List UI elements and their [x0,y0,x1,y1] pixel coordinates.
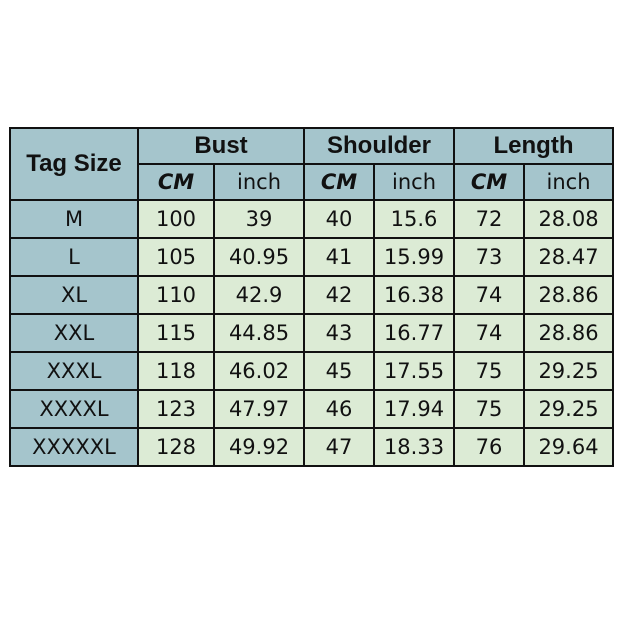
measurement-cell: 46.02 [213,351,305,391]
measurement-cell: 18.33 [373,427,455,467]
measurement-cell: 29.25 [523,351,614,391]
table-row: XL 110 42.9 42 16.38 74 28.86 [9,275,614,315]
measurement-cell: 72 [453,199,525,239]
header-unit-cm: CM [137,163,215,201]
tag-size-cell: XXL [9,313,139,353]
measurement-cell: 39 [213,199,305,239]
header-tag-size: Tag Size [9,127,139,201]
tag-size-cell: XXXL [9,351,139,391]
measurement-cell: 28.47 [523,237,614,277]
measurement-cell: 17.55 [373,351,455,391]
header-unit-cm: CM [303,163,375,201]
measurement-cell: 128 [137,427,215,467]
measurement-cell: 73 [453,237,525,277]
measurement-cell: 74 [453,313,525,353]
table-row: XXL 115 44.85 43 16.77 74 28.86 [9,313,614,353]
measurement-cell: 47.97 [213,389,305,429]
table-row: XXXXXL 128 49.92 47 18.33 76 29.64 [9,427,614,467]
measurement-cell: 123 [137,389,215,429]
tag-size-cell: M [9,199,139,239]
measurement-cell: 100 [137,199,215,239]
header-row-units: CM inch CM inch CM inch [10,163,614,201]
measurement-cell: 76 [453,427,525,467]
measurement-cell: 42 [303,275,375,315]
table-row: XXXL 118 46.02 45 17.55 75 29.25 [9,351,614,391]
header-row-groups: Tag Size Bust Shoulder Length [9,127,614,201]
measurement-cell: 110 [137,275,215,315]
measurement-cell: 75 [453,389,525,429]
measurement-cell: 49.92 [213,427,305,467]
header-shoulder: Shoulder [303,127,455,165]
measurement-cell: 29.64 [523,427,614,467]
table-row: L 105 40.95 41 15.99 73 28.47 [9,237,614,277]
measurement-cell: 74 [453,275,525,315]
measurement-cell: 42.9 [213,275,305,315]
tag-size-cell: XL [9,275,139,315]
size-chart-table: Tag Size Bust Shoulder Length CM inch CM… [9,127,614,467]
measurement-cell: 75 [453,351,525,391]
measurement-cell: 17.94 [373,389,455,429]
header-unit-inch: inch [213,163,305,201]
measurement-cell: 28.86 [523,313,614,353]
measurement-cell: 41 [303,237,375,277]
header-bust: Bust [137,127,305,165]
measurement-cell: 16.77 [373,313,455,353]
measurement-cell: 115 [137,313,215,353]
measurement-cell: 47 [303,427,375,467]
measurement-cell: 46 [303,389,375,429]
measurement-cell: 15.99 [373,237,455,277]
table-row: XXXXL 123 47.97 46 17.94 75 29.25 [9,389,614,429]
measurement-cell: 45 [303,351,375,391]
measurement-cell: 43 [303,313,375,353]
tag-size-cell: XXXXXL [9,427,139,467]
measurement-cell: 118 [137,351,215,391]
header-length: Length [453,127,614,165]
measurement-cell: 44.85 [213,313,305,353]
tag-size-cell: L [9,237,139,277]
measurement-cell: 28.86 [523,275,614,315]
tag-size-cell: XXXXL [9,389,139,429]
measurement-cell: 15.6 [373,199,455,239]
header-unit-inch: inch [523,163,614,201]
measurement-cell: 40.95 [213,237,305,277]
header-unit-inch: inch [373,163,455,201]
measurement-cell: 28.08 [523,199,614,239]
table-row: M 100 39 40 15.6 72 28.08 [9,199,614,239]
measurement-cell: 16.38 [373,275,455,315]
measurement-cell: 105 [137,237,215,277]
measurement-cell: 29.25 [523,389,614,429]
measurement-cell: 40 [303,199,375,239]
header-unit-cm: CM [453,163,525,201]
